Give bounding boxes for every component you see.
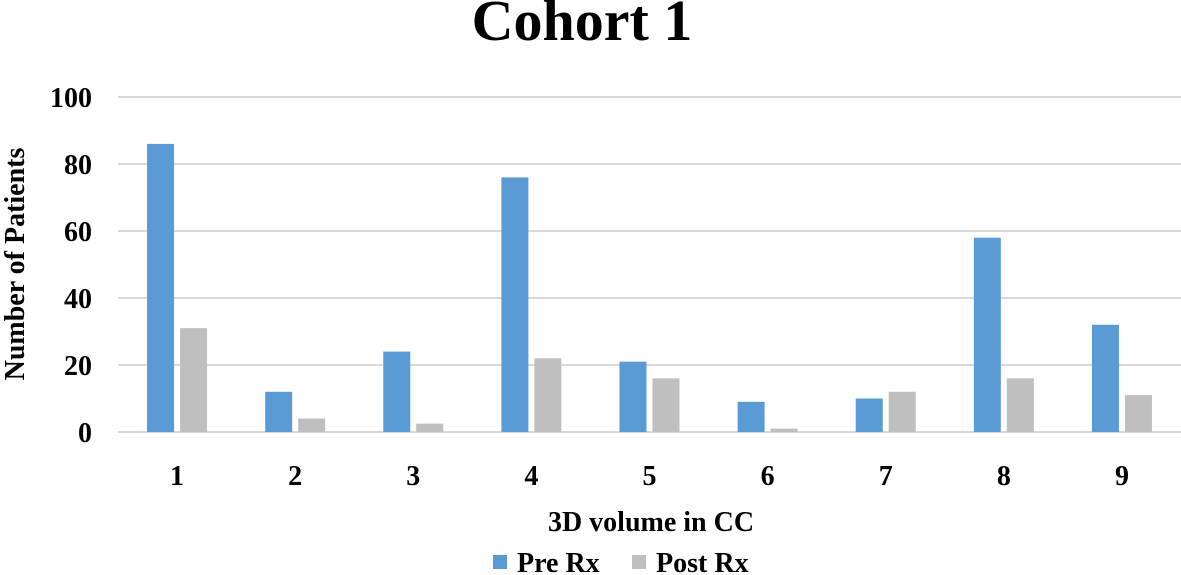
legend-swatch [632, 555, 646, 569]
y-tick-label: 40 [64, 284, 92, 315]
bar-post-rx-6 [770, 428, 798, 432]
bar-pre-rx-3 [383, 351, 411, 432]
x-tick-labels: 1 2 3 4 5 6 7 8 9 [170, 461, 1129, 492]
x-tick-label: 6 [761, 461, 775, 492]
gridlines [118, 96, 1181, 433]
bar-pre-rx-8 [973, 237, 1001, 432]
x-tick-label: 2 [288, 461, 302, 492]
y-tick-label: 100 [50, 83, 92, 114]
x-tick-label: 3 [406, 461, 420, 492]
bar-pre-rx-7 [855, 398, 883, 432]
bar-pre-rx-2 [265, 391, 293, 432]
x-tick-label: 5 [643, 461, 657, 492]
x-tick-label: 1 [170, 461, 184, 492]
bar-post-rx-4 [534, 358, 562, 432]
bar-post-rx-1 [180, 328, 208, 432]
legend-swatch [493, 555, 507, 569]
bar-pre-rx-6 [737, 401, 765, 432]
bars [147, 143, 1152, 432]
x-tick-label: 8 [997, 461, 1011, 492]
bar-post-rx-7 [888, 391, 916, 432]
y-tick-label: 60 [64, 217, 92, 248]
legend-label: Post Rx [656, 548, 749, 575]
legend-label: Pre Rx [517, 548, 600, 575]
bar-post-rx-3 [416, 423, 444, 432]
chart-title: Cohort 1 [472, 0, 693, 53]
x-tick-label: 4 [524, 461, 538, 492]
bar-post-rx-9 [1124, 395, 1152, 432]
y-tick-label: 0 [78, 418, 92, 449]
bar-pre-rx-9 [1091, 324, 1119, 432]
bar-pre-rx-5 [619, 361, 647, 432]
bar-post-rx-8 [1006, 378, 1034, 432]
x-axis-label: 3D volume in CC [548, 507, 754, 538]
y-tick-labels: 0 20 40 60 80 100 [50, 83, 92, 449]
bar-post-rx-5 [652, 378, 680, 432]
x-tick-label: 7 [879, 461, 893, 492]
y-tick-label: 80 [64, 150, 92, 181]
legend: Pre Rx Post Rx [493, 548, 749, 575]
y-tick-label: 20 [64, 351, 92, 382]
bar-post-rx-2 [298, 418, 326, 432]
bar-pre-rx-1 [147, 143, 175, 432]
y-axis-label: Number of Patients [0, 148, 31, 381]
bar-pre-rx-4 [501, 177, 529, 432]
x-tick-label: 9 [1115, 461, 1129, 492]
